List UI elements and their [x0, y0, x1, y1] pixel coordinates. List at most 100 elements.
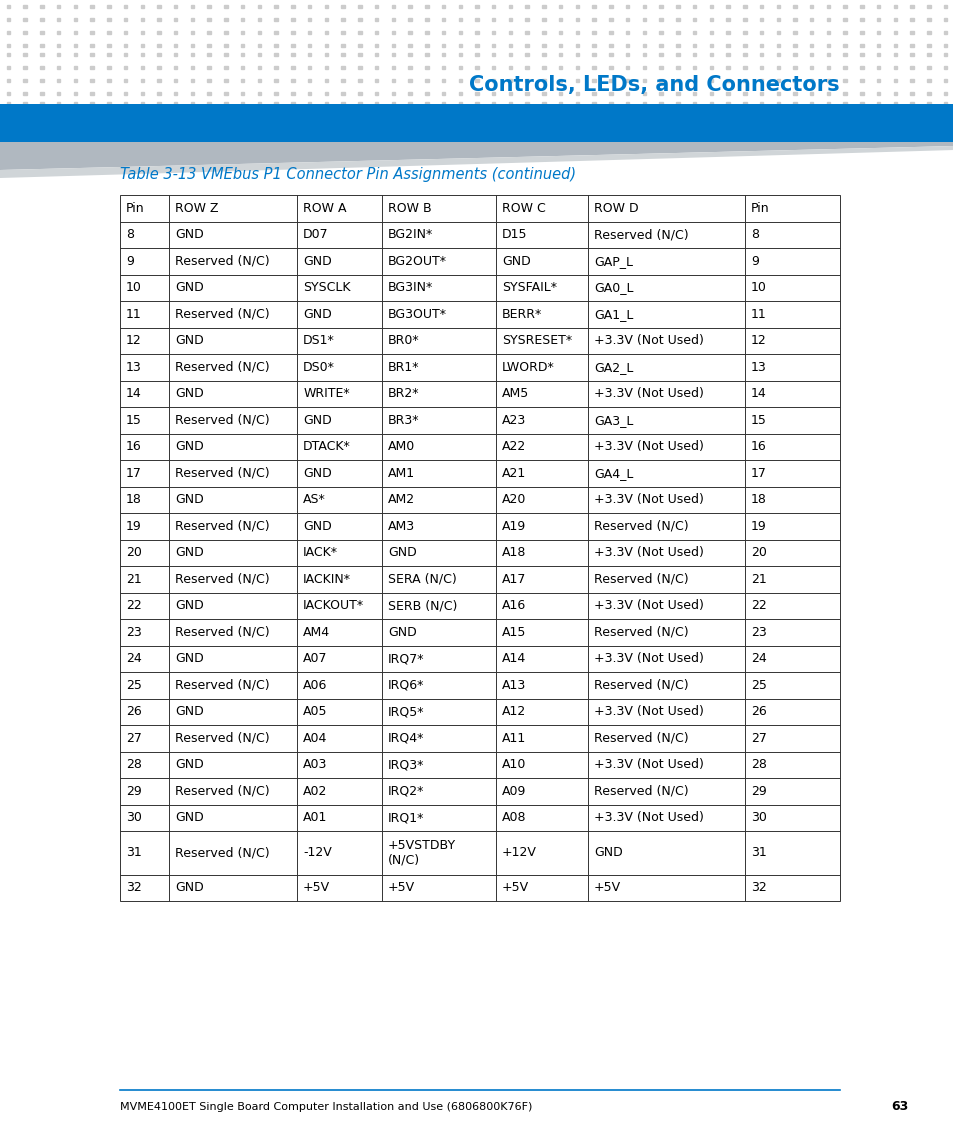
Bar	[609, 102, 612, 105]
Bar	[659, 114, 662, 118]
Bar	[525, 141, 528, 144]
Bar	[425, 53, 428, 56]
Bar	[341, 128, 344, 132]
Bar	[458, 141, 461, 144]
Bar	[458, 18, 461, 22]
Bar	[324, 128, 328, 132]
Bar	[40, 31, 44, 34]
Bar	[191, 53, 194, 56]
Bar	[140, 102, 144, 105]
Bar	[441, 141, 445, 144]
Bar	[40, 5, 44, 8]
Bar	[826, 44, 829, 47]
Text: +3.3V (Not Used): +3.3V (Not Used)	[594, 546, 703, 559]
Text: GA2_L: GA2_L	[594, 361, 633, 373]
Bar	[893, 92, 896, 95]
Bar	[776, 53, 780, 56]
Bar	[357, 18, 361, 22]
Bar	[291, 31, 294, 34]
Bar	[107, 79, 111, 82]
Bar	[609, 44, 612, 47]
Bar	[525, 5, 528, 8]
Text: 28: 28	[126, 758, 142, 772]
Bar	[425, 79, 428, 82]
Text: IRQ1*: IRQ1*	[388, 812, 424, 824]
Bar	[341, 79, 344, 82]
Bar	[324, 18, 328, 22]
Bar	[57, 114, 60, 118]
Bar	[257, 53, 261, 56]
Bar	[291, 65, 294, 69]
Bar	[558, 102, 562, 105]
Text: ROW A: ROW A	[303, 202, 346, 215]
Text: 14: 14	[126, 387, 142, 401]
Bar	[792, 31, 796, 34]
Bar	[792, 79, 796, 82]
Bar	[659, 53, 662, 56]
Bar	[57, 102, 60, 105]
Text: GND: GND	[174, 705, 204, 718]
Bar	[842, 128, 846, 132]
Bar	[308, 114, 311, 118]
Bar	[943, 141, 946, 144]
Bar	[642, 114, 645, 118]
Bar	[375, 128, 378, 132]
Bar	[809, 102, 813, 105]
Text: 29: 29	[750, 784, 766, 798]
Bar	[809, 92, 813, 95]
Bar	[676, 5, 679, 8]
Bar	[558, 79, 562, 82]
Text: 25: 25	[750, 679, 766, 692]
Bar	[860, 5, 862, 8]
Text: +3.3V (Not Used): +3.3V (Not Used)	[594, 493, 703, 506]
Text: 32: 32	[126, 882, 142, 894]
Bar	[375, 53, 378, 56]
Bar	[425, 114, 428, 118]
Text: 18: 18	[750, 493, 766, 506]
Bar	[642, 102, 645, 105]
Bar	[876, 102, 880, 105]
Bar	[57, 128, 60, 132]
Bar	[458, 128, 461, 132]
Bar	[7, 44, 10, 47]
Bar	[57, 79, 60, 82]
Bar	[324, 141, 328, 144]
Bar	[692, 141, 696, 144]
Text: 9: 9	[126, 254, 133, 268]
Bar	[40, 92, 44, 95]
Bar	[558, 128, 562, 132]
Text: +5V: +5V	[303, 882, 330, 894]
Bar	[124, 18, 127, 22]
Bar	[73, 65, 77, 69]
Bar	[257, 102, 261, 105]
Bar	[73, 31, 77, 34]
Bar	[558, 31, 562, 34]
Bar	[40, 44, 44, 47]
Bar	[909, 128, 913, 132]
Bar	[926, 5, 930, 8]
Bar	[842, 53, 846, 56]
Bar	[575, 141, 578, 144]
Bar	[308, 44, 311, 47]
Bar	[408, 128, 412, 132]
Bar	[926, 102, 930, 105]
Bar	[73, 53, 77, 56]
Bar	[909, 114, 913, 118]
Bar	[759, 53, 762, 56]
Text: AM1: AM1	[388, 467, 415, 480]
Bar	[792, 65, 796, 69]
Bar	[140, 18, 144, 22]
Bar	[157, 44, 161, 47]
Bar	[943, 65, 946, 69]
Bar	[73, 18, 77, 22]
Text: GND: GND	[174, 812, 204, 824]
Bar	[625, 18, 629, 22]
Bar	[475, 44, 478, 47]
Bar	[676, 65, 679, 69]
Text: 20: 20	[750, 546, 766, 559]
Text: Reserved (N/C): Reserved (N/C)	[174, 520, 270, 532]
Bar	[475, 65, 478, 69]
Bar	[91, 31, 93, 34]
Bar	[592, 53, 596, 56]
Bar	[558, 18, 562, 22]
